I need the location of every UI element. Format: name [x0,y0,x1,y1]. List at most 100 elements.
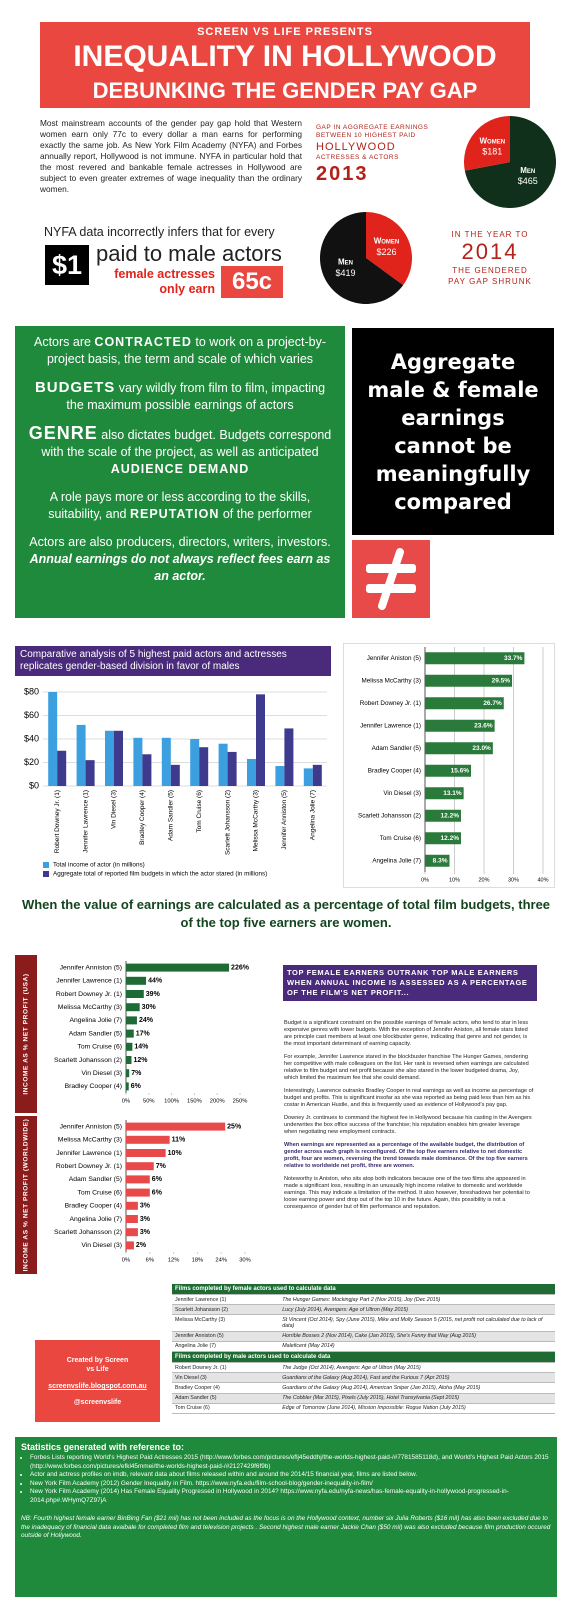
bar [126,1016,137,1025]
text: CONTRACTED [94,335,192,349]
value-label: 3% [140,1229,151,1236]
bar [425,697,504,710]
bar [161,737,171,786]
y-tick-label: Melissa McCarthy (3) [362,677,421,684]
value-label: 25% [227,1123,242,1130]
paragraph: Noteworthy is Aniston, who sits atop bot… [284,1176,530,1210]
x-tick-label: 24% [215,1258,227,1264]
y-tick-label: Adam Sandler (5) [372,745,421,752]
bar [126,990,144,998]
table-cell: Lucy (July 2014), Avengers: Age of Ultro… [279,1304,555,1316]
cents: 65c [221,266,283,298]
x-tick-label: Vin Diesel (3) [111,790,118,829]
legend-swatch [43,862,49,868]
dollar: $1 [45,245,89,285]
caption-2014: IN THE YEAR TO 2014 THE GENDERED PAY GAP S… [420,230,560,287]
bar-chart: $0 $20 $40 $60 $80 Robert Downey Jr. (1) Jenni… [24,686,327,878]
pie-slice [464,116,556,208]
bar [76,724,86,786]
y-tick-label: Tom Cruise (6) [77,1044,122,1051]
bar [126,1162,154,1171]
text: Actors are [33,335,95,349]
x-tick-label: 10% [449,877,460,883]
x-tick-label: 30% [239,1258,251,1264]
y-tick-label: Adam Sandler (5) [69,1176,122,1183]
x-tick-label: 40% [537,877,548,883]
y-tick-label: Vin Diesel (3) [81,1070,122,1077]
value-label: 6% [131,1083,142,1090]
text: also dictates budget. Budgets correspond… [41,428,332,459]
y-tick-label: $0 [29,780,39,790]
y-tick-label: Bradley Cooper (4) [65,1203,122,1210]
caption-2013: GAP IN AGGREGATE EARNINGS BETWEEN 10 HIG… [316,124,441,186]
text: Annual earnings do not always reflect fe… [29,552,331,583]
value-label: 23.6% [474,722,493,729]
value-label: 12.2% [441,835,460,842]
y-tick-label: Vin Diesel (3) [81,1242,122,1249]
verdict-text: Aggregate male & female earnings cannot … [367,349,539,514]
value-label: 3% [140,1216,151,1223]
x-tick-label: 30% [508,877,519,883]
table: Films completed by male actors used to c… [172,1351,555,1414]
pie-slice [464,116,510,171]
y-tick-label: Melissa McCarthy (3) [58,1137,122,1144]
value-label: 2% [136,1242,147,1249]
pie-slice [366,212,412,286]
axis-strip [15,955,37,1113]
table-row: Angelina Jolie (7) Maleficent (May 2014) [172,1341,555,1352]
male-claim: paid to male actors [96,241,282,266]
bar [425,787,464,800]
value-label: 6% [152,1189,163,1196]
bar [190,739,200,786]
bar [126,1056,132,1064]
ref-note: NB: Fourth highest female earner BinBing… [21,1515,551,1539]
banner: When the value of earnings are calculate… [21,897,551,930]
year: 2013 [316,163,369,185]
bar [126,1069,130,1078]
axis-strip [15,1116,37,1274]
value-label: 3% [140,1203,151,1210]
y-tick-label: Robert Downey Jr. (1) [56,991,122,998]
slice-value: $465 [518,176,538,186]
value-label: 15.6% [451,767,470,774]
y-tick-label: Robert Downey Jr. (1) [360,700,421,707]
x-tick-label: Angelina Jolie (7) [310,790,317,840]
x-tick-label: 12% [168,1258,180,1264]
value-label: 39% [146,991,161,998]
caption: THE GENDERED PAY GAP SHRUNK [448,266,532,286]
reference: Actor and actress profiles on imdb, rele… [30,1471,551,1480]
y-tick-label: Vin Diesel (3) [383,790,421,797]
x-tick-label: Melissa McCarthy (3) [253,790,260,851]
bar [218,743,228,786]
table-cell: The Hunger Games: Mockingjay Part 2 (Nov… [279,1294,555,1306]
bar [126,1003,140,1012]
table-cell: The Cobbler (Mar 2015), Pixels (July 201… [279,1393,555,1404]
analysis: Budget is a significant constraint on th… [284,1020,534,1217]
x-tick-label: Robert Downey Jr. (1) [54,790,61,853]
references: Statistics generated with reference to: F… [15,1437,557,1597]
table-cell: Robert Downey Jr. (1) [172,1362,280,1374]
y-tick-label: Robert Downey Jr. (1) [56,1163,122,1170]
table-title: Films completed by male actors used to c… [172,1351,555,1363]
bar [199,747,209,786]
reference: Forbes Lists reporting World's Highest P… [30,1454,551,1471]
bar [126,1042,133,1051]
table-row: Tom Cruise (6) Edge of Tomorrow (June 201… [172,1403,555,1414]
table-cell: Angelina Jolie (7) [172,1341,280,1352]
y-tick-label: Adam Sandler (5) [69,1030,122,1037]
text: Actors are also producers, directors, wr… [29,535,331,549]
bar [57,750,67,786]
pie-chart: Men$465 Women $181 [464,116,556,208]
caption: ACTRESSES & ACTORS [316,154,399,161]
title: INEQUALITY IN HOLLYWOOD [73,40,497,73]
paragraph: When earnings are represented as a perce… [284,1142,528,1169]
table: Films completed by female actors used to… [172,1284,555,1352]
credit-box: Created by Screen vs Life screenvslife.bl… [35,1340,160,1422]
y-tick-label: Scarlett Johansson (2) [358,812,421,819]
factor: BUDGETS vary wildly from film to film, i… [25,379,335,414]
icon-part [378,548,404,610]
bar [142,754,152,786]
value-label: 12.2% [441,812,460,819]
bar [425,854,450,867]
subtitle: DEBUNKING THE GENDER PAY GAP [92,78,478,103]
